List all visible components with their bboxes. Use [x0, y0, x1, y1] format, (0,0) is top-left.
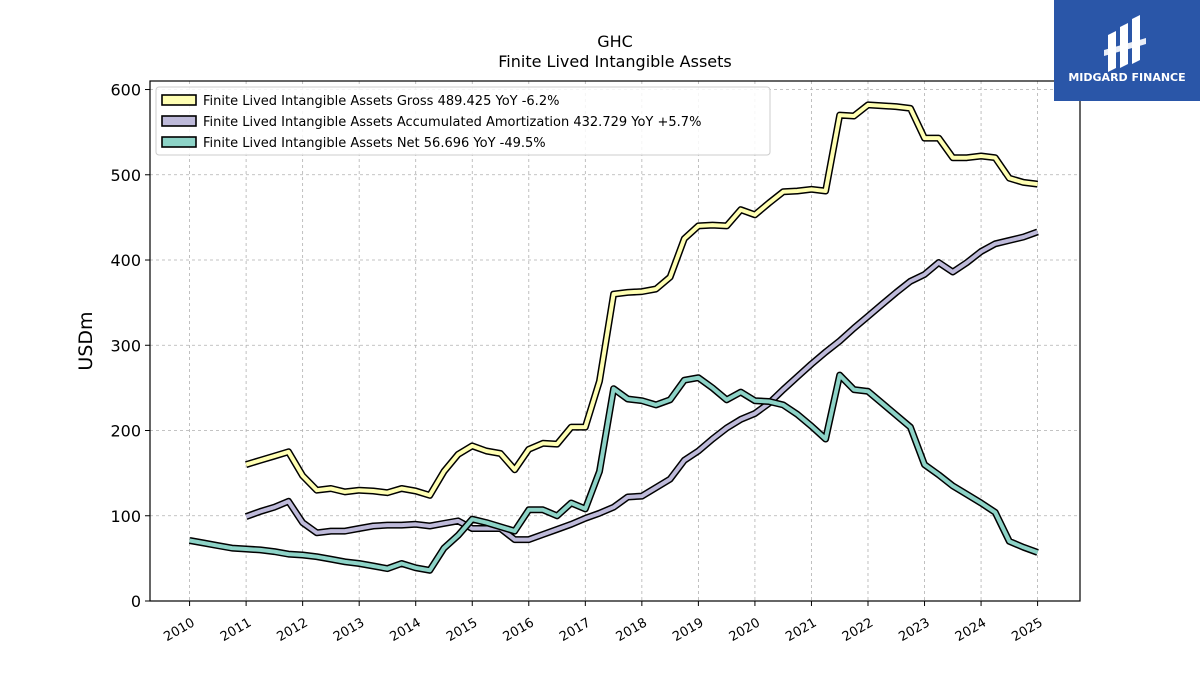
logo-mark-icon	[1104, 15, 1146, 72]
series-line-finite-lived-intangible-assets-accumulated-amortization	[245, 230, 1039, 542]
legend-swatch	[161, 94, 197, 106]
logo: MIDGARD FINANCE	[1054, 0, 1200, 101]
legend-swatch	[161, 136, 197, 148]
series-lines	[188, 101, 1039, 574]
legend-label: Finite Lived Intangible Assets Gross 489…	[203, 94, 559, 109]
y-tick-label: 0	[131, 592, 141, 611]
y-tick-label: 400	[110, 251, 141, 270]
y-tick-label: 100	[110, 507, 141, 526]
legend: Finite Lived Intangible Assets Gross 489…	[155, 86, 771, 156]
y-axis: 0 100 200 300 400 500 600	[110, 81, 150, 611]
y-tick-label: 300	[110, 336, 141, 355]
y-axis-label: USDm	[75, 311, 97, 370]
grid	[150, 81, 1080, 602]
legend-label: Finite Lived Intangible Assets Net 56.69…	[203, 136, 546, 151]
y-tick-label: 200	[110, 422, 141, 441]
y-tick-label: 600	[110, 81, 141, 100]
legend-box	[155, 86, 771, 156]
series-line-finite-lived-intangible-assets-gross	[245, 102, 1038, 498]
logo-text: MIDGARD FINANCE	[1068, 71, 1185, 84]
chart-title: GHC	[597, 32, 633, 51]
legend-label: Finite Lived Intangible Assets Accumulat…	[203, 115, 701, 130]
series-line-finite-lived-intangible-assets-net	[189, 373, 1039, 573]
legend-swatch	[161, 115, 197, 127]
chart-subtitle: Finite Lived Intangible Assets	[498, 52, 731, 71]
plot-frame	[149, 80, 1081, 602]
y-tick-label: 500	[110, 166, 141, 185]
